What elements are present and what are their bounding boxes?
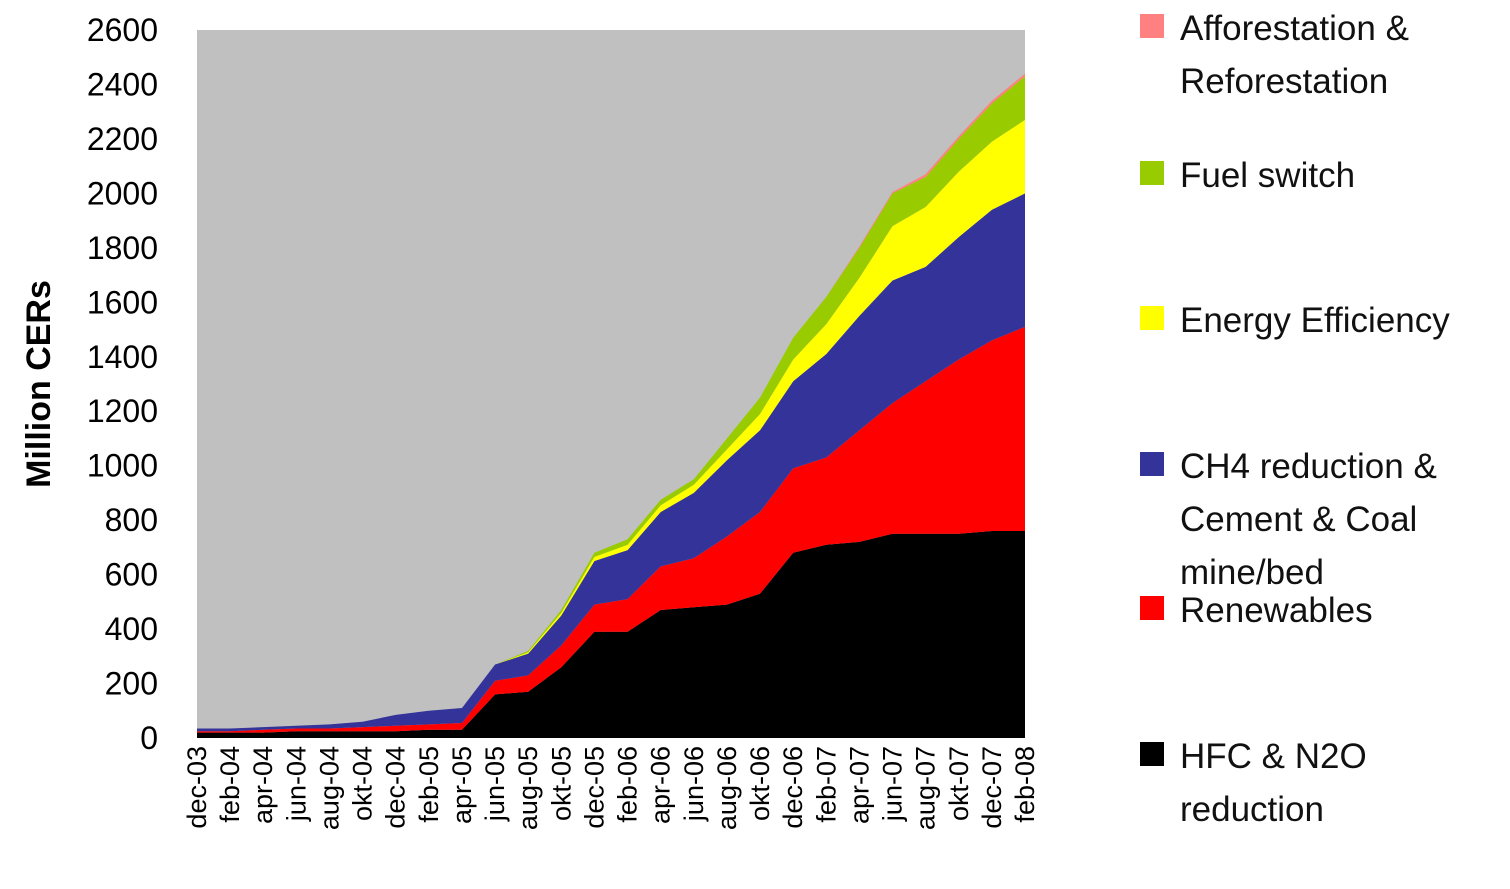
x-tick-label: jun-07 <box>878 746 908 822</box>
x-tick-label: apr-06 <box>646 746 676 824</box>
legend-label: reduction <box>1180 790 1324 829</box>
y-tick-label: 400 <box>105 611 158 647</box>
y-tick-label: 800 <box>105 502 158 538</box>
legend-swatch <box>1140 161 1164 185</box>
x-tick-label: okt-06 <box>745 746 775 821</box>
x-tick-label: aug-06 <box>712 746 742 830</box>
x-tick-label: jun-04 <box>281 746 311 822</box>
x-tick-label: feb-08 <box>1010 746 1040 823</box>
legend-label: mine/bed <box>1180 553 1324 592</box>
y-axis: 0 200 400 600 800 1000 1200 1400 1600 1800 2000 220… <box>87 12 158 756</box>
legend-label: HFC & N2O <box>1180 737 1367 776</box>
legend-label: Afforestation & <box>1180 9 1409 48</box>
y-tick-label: 1000 <box>87 448 158 484</box>
y-tick-label: 200 <box>105 666 158 702</box>
legend-label: Energy Efficiency <box>1180 301 1450 340</box>
legend-label: Fuel switch <box>1180 156 1355 195</box>
x-axis: dec-03 feb-04 apr-04 jun-04 aug-04 okt-04 dec-… <box>182 746 1040 830</box>
y-tick-label: 2400 <box>87 66 158 102</box>
legend-swatch <box>1140 596 1164 620</box>
legend-label: Reforestation <box>1180 62 1388 101</box>
x-tick-label: apr-07 <box>844 746 874 824</box>
x-tick-label: dec-07 <box>977 746 1007 829</box>
x-tick-label: aug-07 <box>911 746 941 830</box>
legend-label: CH4 reduction & <box>1180 447 1437 486</box>
legend-label: Cement & Coal <box>1180 500 1417 539</box>
legend-swatch <box>1140 306 1164 330</box>
x-tick-label: feb-04 <box>215 746 245 823</box>
x-tick-label: feb-06 <box>613 746 643 823</box>
y-tick-label: 1200 <box>87 393 158 429</box>
x-tick-label: jun-06 <box>679 746 709 822</box>
y-tick-label: 1400 <box>87 339 158 375</box>
y-tick-label: 1600 <box>87 284 158 320</box>
y-tick-label: 2600 <box>87 12 158 48</box>
area-series-renewables <box>197 326 1025 733</box>
y-axis-label: Million CERs <box>20 280 58 488</box>
x-tick-label: feb-07 <box>811 746 841 823</box>
area-series-hfc-n2o-reduction <box>197 531 1025 738</box>
x-tick-label: okt-04 <box>348 746 378 821</box>
x-tick-label: aug-05 <box>513 746 543 830</box>
x-tick-label: apr-04 <box>248 746 278 824</box>
legend-label: Renewables <box>1180 591 1373 630</box>
area-series-group <box>197 73 1025 738</box>
x-tick-label: okt-05 <box>546 746 576 821</box>
x-tick-label: dec-04 <box>381 746 411 829</box>
y-tick-label: 0 <box>140 720 158 756</box>
legend-swatch <box>1140 742 1164 766</box>
x-tick-label: aug-04 <box>314 746 344 830</box>
x-tick-label: dec-05 <box>579 746 609 829</box>
y-tick-label: 2200 <box>87 121 158 157</box>
x-tick-label: dec-06 <box>778 746 808 829</box>
legend-swatch <box>1140 14 1164 38</box>
y-tick-label: 2000 <box>87 175 158 211</box>
x-tick-label: dec-03 <box>182 746 212 829</box>
legend-swatch <box>1140 452 1164 476</box>
x-tick-label: jun-05 <box>480 746 510 822</box>
y-tick-label: 600 <box>105 557 158 593</box>
x-tick-label: okt-07 <box>944 746 974 821</box>
legend: Afforestation & Reforestation Fuel switch E… <box>1140 9 1450 829</box>
x-tick-label: apr-05 <box>447 746 477 824</box>
x-tick-label: feb-05 <box>414 746 444 823</box>
y-tick-label: 1800 <box>87 230 158 266</box>
